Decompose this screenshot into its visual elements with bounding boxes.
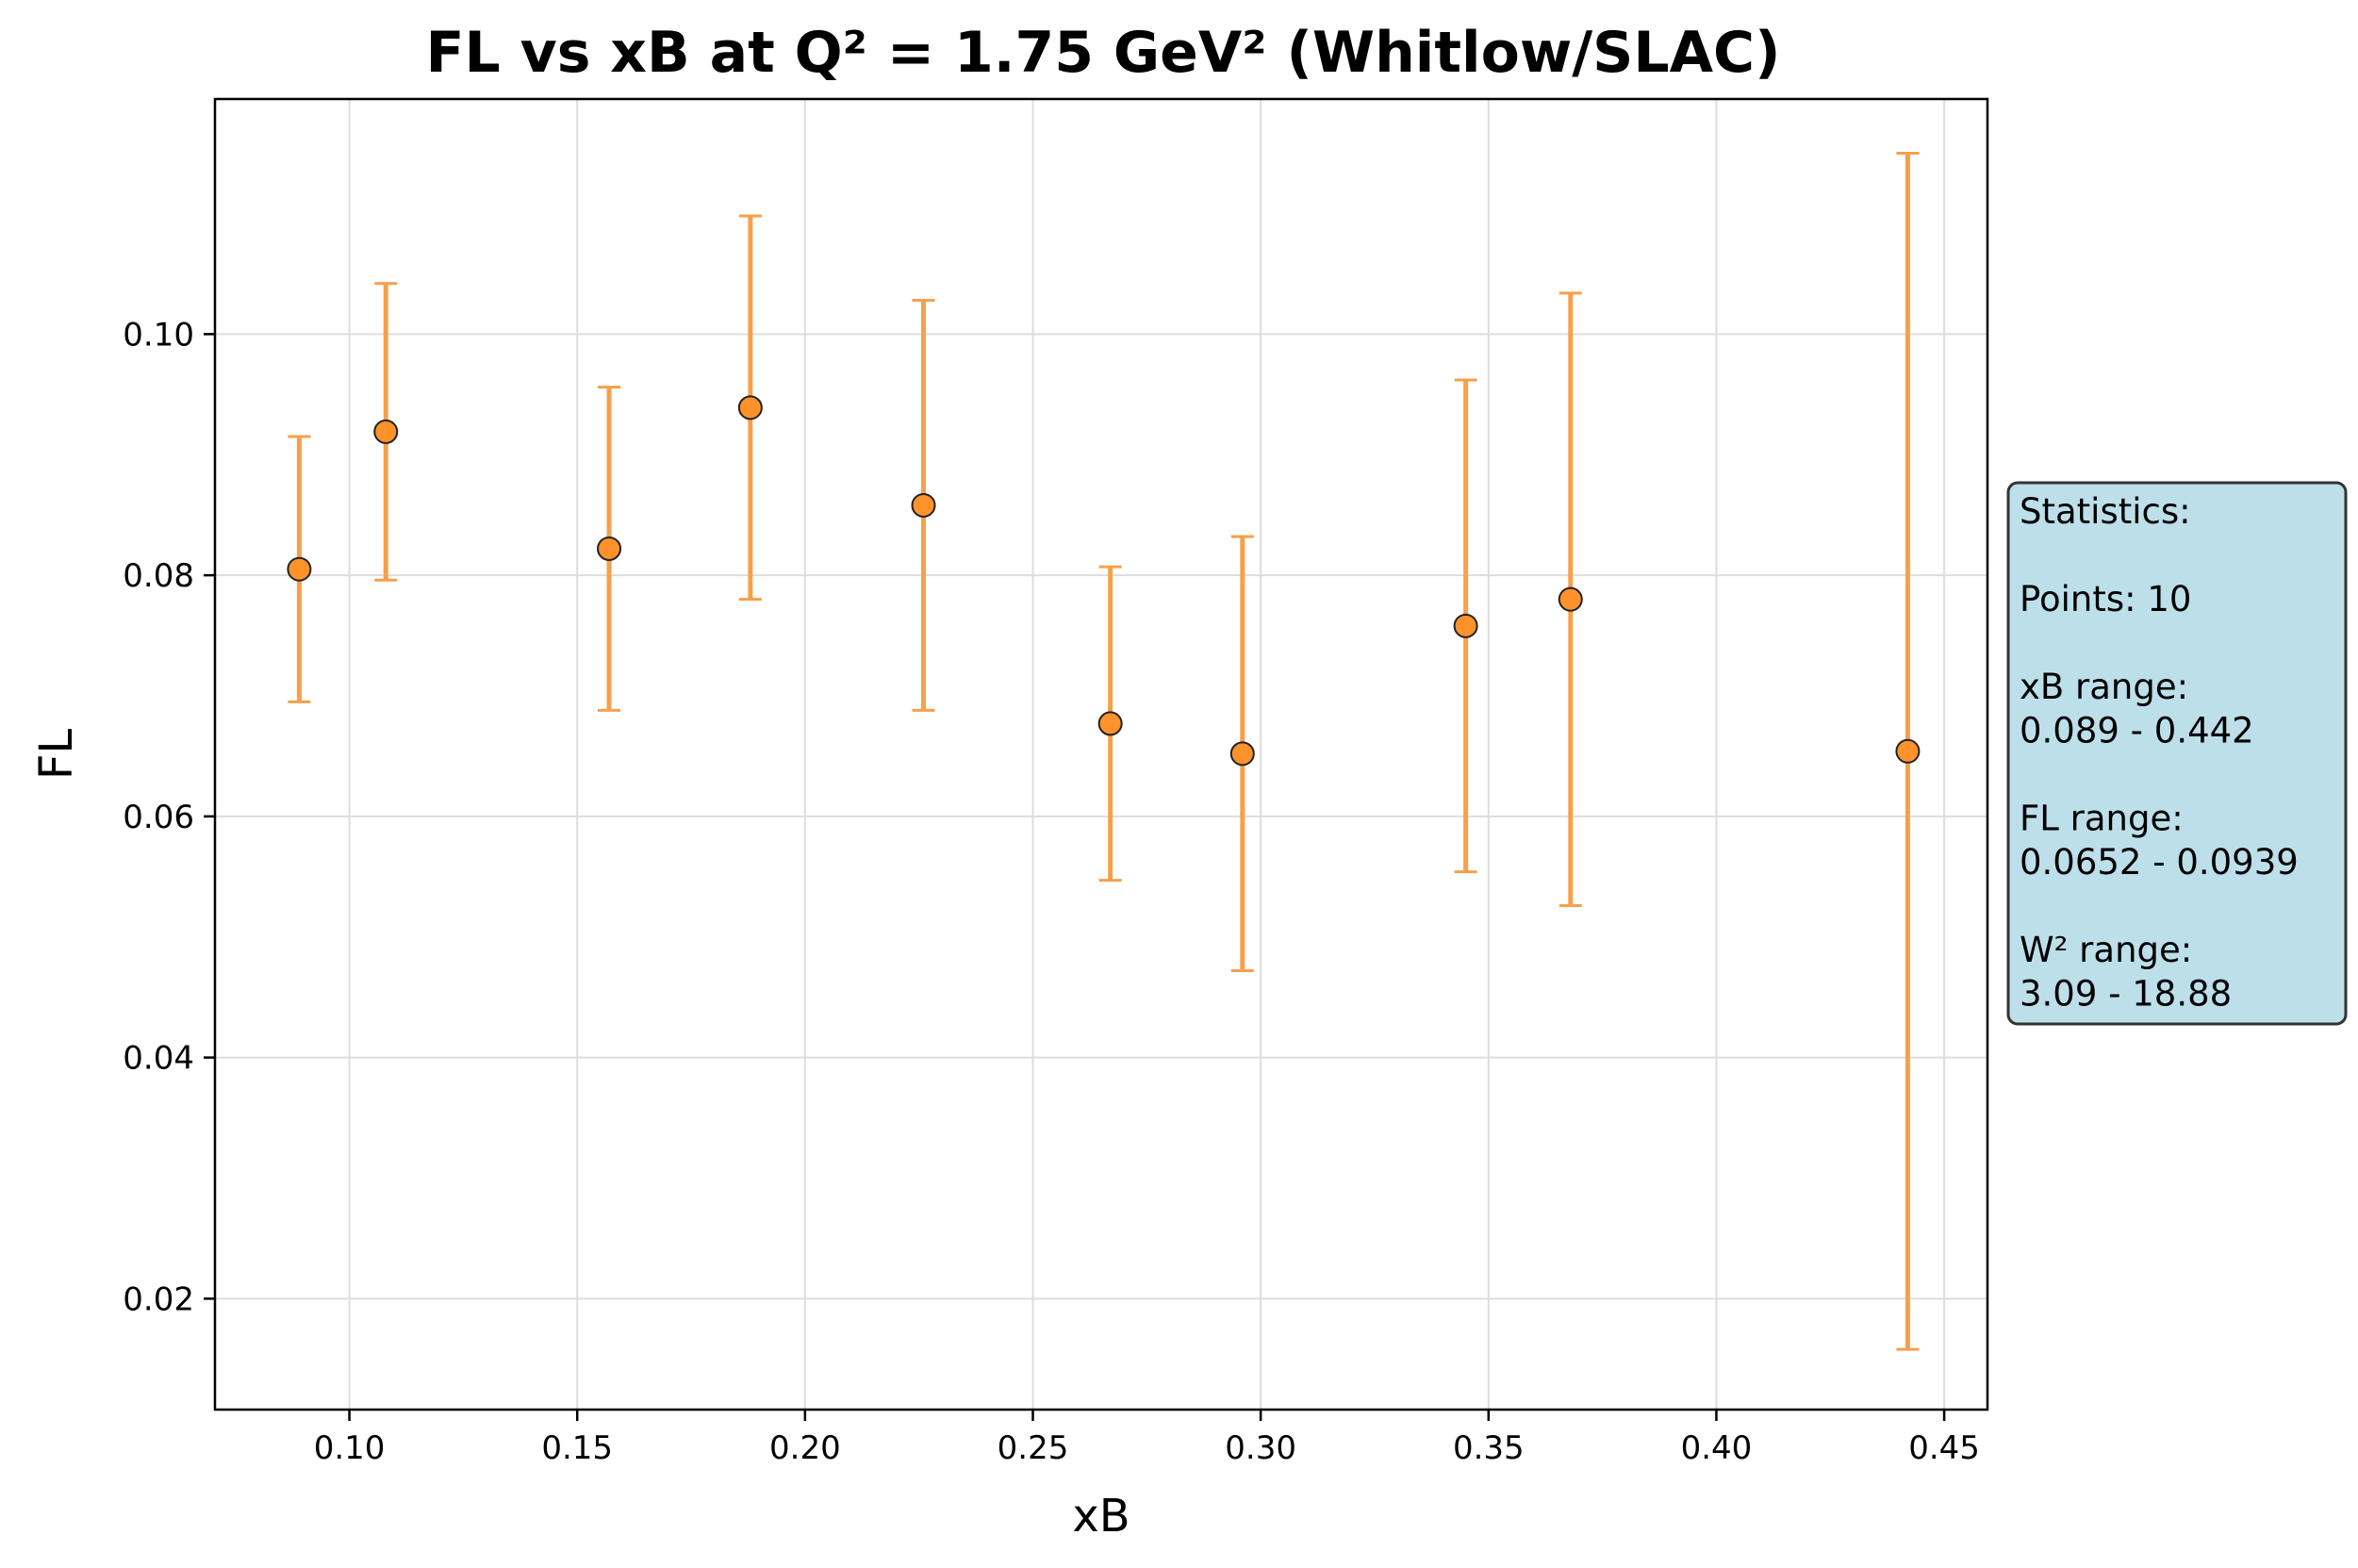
data-point: [373, 419, 399, 444]
data-point: [1558, 586, 1583, 612]
data-point: [1097, 711, 1123, 736]
x-tick-label: 0.40: [1681, 1429, 1753, 1467]
x-tick-label: 0.10: [314, 1429, 386, 1467]
statistics-lines: Statistics: Points: 10 xB range:0.089 - 0.…: [2020, 491, 2299, 1015]
data-point: [1229, 741, 1255, 767]
data-point: [287, 556, 312, 582]
error-bars: [288, 152, 1920, 1351]
data-point: [911, 492, 936, 518]
y-tick-label: 0.02: [123, 1280, 194, 1318]
statistics-line: Points: 10: [2020, 579, 2191, 619]
statistics-line: Statistics:: [2020, 491, 2191, 532]
statistics-box-background: [2006, 481, 2348, 1026]
y-tick-label: 0.08: [123, 557, 194, 595]
y-tick-label: 0.04: [123, 1040, 194, 1078]
statistics-line: 0.0652 - 0.0939: [2020, 842, 2299, 883]
x-tick-label: 0.35: [1453, 1429, 1525, 1467]
data-point: [1453, 613, 1478, 638]
statistics-line: 0.089 - 0.442: [2020, 711, 2254, 751]
x-tick-label: 0.30: [1225, 1429, 1296, 1467]
statistics-line: FL range:: [2020, 799, 2184, 839]
grid-lines: [215, 99, 1987, 1410]
statistics-line: xB range:: [2020, 667, 2188, 707]
x-tick-label: 0.20: [769, 1429, 841, 1467]
chart-title: FL vs xB at Q² = 1.75 GeV² (Whitlow/SLAC…: [425, 20, 1780, 86]
data-point: [737, 395, 763, 421]
x-tick-label: 0.45: [1908, 1429, 1980, 1467]
y-tick-label: 0.06: [123, 799, 194, 836]
statistics-line: W² range:: [2020, 930, 2192, 970]
x-axis-label: xB: [1072, 1490, 1130, 1543]
x-tick-label: 0.15: [541, 1429, 613, 1467]
data-point: [597, 536, 622, 561]
x-axis-ticks: 0.10 0.15 0.20 0.25 0.30 0.35 0.40 0.45: [314, 1410, 1980, 1467]
statistics-box: Statistics: Points: 10 xB range:0.089 - 0.…: [2006, 481, 2348, 1026]
plot-frame: [213, 97, 1989, 1411]
y-axis-label: FL: [30, 729, 83, 781]
statistics-line: 3.09 - 18.88: [2020, 974, 2232, 1015]
y-tick-label: 0.10: [123, 316, 194, 354]
data-points: [287, 395, 1921, 767]
y-axis-ticks: 0.02 0.04 0.06 0.08 0.10: [123, 316, 215, 1318]
x-tick-label: 0.25: [998, 1429, 1069, 1467]
data-point: [1895, 738, 1921, 764]
